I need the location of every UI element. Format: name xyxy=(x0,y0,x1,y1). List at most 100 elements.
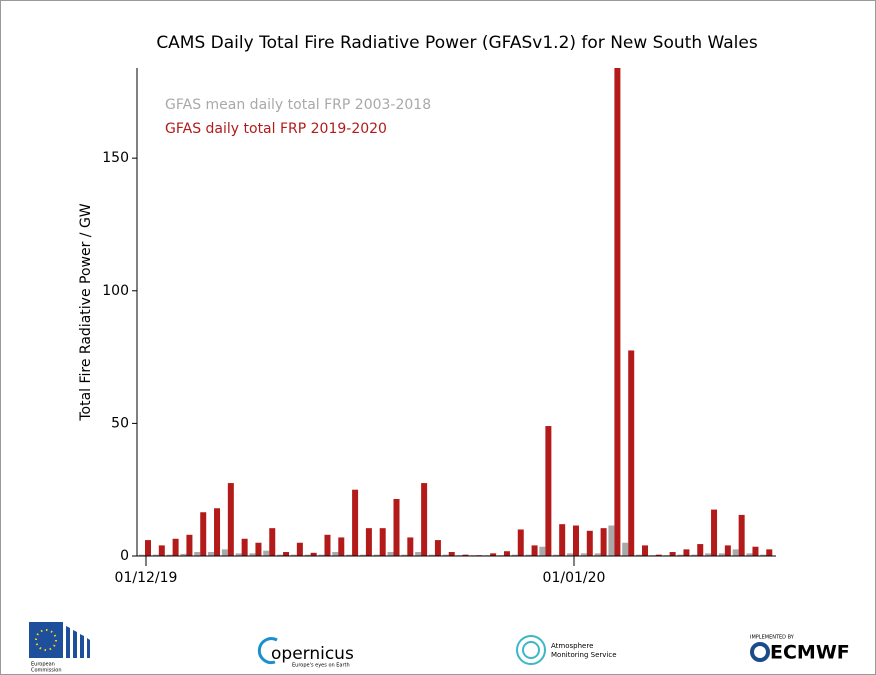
bar xyxy=(642,545,649,556)
y-tick-label: 0 xyxy=(120,548,129,564)
bar xyxy=(269,528,276,556)
y-tick-label: 50 xyxy=(111,415,129,431)
bar xyxy=(200,512,207,556)
eu-stars xyxy=(35,629,57,651)
bar xyxy=(186,534,193,556)
bar xyxy=(746,553,753,556)
bar xyxy=(442,554,449,556)
bar xyxy=(158,545,165,556)
bar xyxy=(387,552,394,556)
bar xyxy=(214,508,221,556)
bar xyxy=(263,550,270,556)
bar xyxy=(352,489,359,556)
bar xyxy=(448,552,455,556)
cams-icon xyxy=(516,635,546,665)
y-tick-label: 150 xyxy=(102,150,129,166)
bar xyxy=(180,553,187,556)
bar xyxy=(359,554,366,556)
bar xyxy=(677,554,684,556)
legend-entry: GFAS mean daily total FRP 2003-2018 xyxy=(165,97,431,113)
bar xyxy=(415,552,422,556)
bar xyxy=(545,426,552,556)
bar xyxy=(718,553,725,556)
cams-text: Monitoring Service xyxy=(551,651,617,659)
bar xyxy=(580,553,587,556)
cams-icon xyxy=(522,641,540,659)
bar xyxy=(697,544,704,556)
bar xyxy=(608,525,615,556)
bar xyxy=(241,538,248,556)
bar xyxy=(511,554,518,556)
ec-text: European xyxy=(31,662,55,668)
cams-text: Atmosphere xyxy=(551,642,593,650)
ecmwf-icon xyxy=(750,642,770,662)
bar xyxy=(304,554,311,556)
bar xyxy=(531,545,538,556)
bar xyxy=(566,553,573,556)
bar xyxy=(421,483,428,556)
implemented-by: IMPLEMENTED BY xyxy=(750,635,795,641)
ec-building xyxy=(66,626,90,658)
copernicus-tagline: Europe's eyes on Earth xyxy=(292,663,350,669)
bar xyxy=(752,546,759,556)
bar xyxy=(346,554,353,556)
legend-entry: GFAS daily total FRP 2019-2020 xyxy=(165,121,387,137)
bar xyxy=(318,554,325,556)
bar xyxy=(407,537,414,556)
bar xyxy=(145,540,151,556)
bar xyxy=(365,528,372,556)
bar xyxy=(559,524,566,556)
ec-text: Commission xyxy=(31,668,62,674)
bar xyxy=(393,498,400,556)
bar xyxy=(379,528,386,556)
bar xyxy=(332,552,339,556)
bar xyxy=(172,538,179,556)
bar xyxy=(152,554,159,556)
copernicus-c xyxy=(257,637,278,665)
bar xyxy=(766,549,773,556)
bar xyxy=(194,552,201,556)
bar xyxy=(249,553,256,556)
bar xyxy=(235,553,242,556)
bar xyxy=(636,554,643,556)
bar xyxy=(283,552,290,556)
bar xyxy=(586,530,593,556)
ecmwf-name: ECMWF xyxy=(770,642,850,664)
x-tick-label: 01/01/20 xyxy=(543,570,606,586)
bar xyxy=(221,549,228,556)
bar xyxy=(614,68,621,556)
bar xyxy=(655,554,662,556)
bar xyxy=(462,554,469,556)
bar xyxy=(683,549,690,556)
bar xyxy=(553,554,560,556)
bar xyxy=(296,542,303,556)
chart-title: CAMS Daily Total Fire Radiative Power (G… xyxy=(156,33,758,53)
bar xyxy=(622,542,629,556)
bar xyxy=(401,554,408,556)
footer: European Commission opernicus Europe's e… xyxy=(29,622,850,674)
bar xyxy=(255,542,262,556)
bar xyxy=(539,546,546,556)
bar xyxy=(227,483,234,556)
bar xyxy=(600,528,607,556)
bar xyxy=(139,554,145,556)
bar xyxy=(628,350,635,556)
bar xyxy=(738,514,745,556)
bar xyxy=(490,553,497,556)
bar xyxy=(691,554,698,556)
bar xyxy=(373,554,380,556)
bar xyxy=(732,549,739,556)
bar xyxy=(208,552,215,556)
bar xyxy=(166,554,173,556)
bar xyxy=(572,525,579,556)
bar xyxy=(434,540,441,556)
copernicus-name: opernicus xyxy=(271,644,354,664)
bar xyxy=(705,553,712,556)
x-tick-label: 01/12/19 xyxy=(115,570,178,586)
bar xyxy=(517,529,524,556)
bar xyxy=(310,552,317,556)
bar xyxy=(525,554,532,556)
bar xyxy=(290,554,297,556)
bar xyxy=(338,537,345,556)
